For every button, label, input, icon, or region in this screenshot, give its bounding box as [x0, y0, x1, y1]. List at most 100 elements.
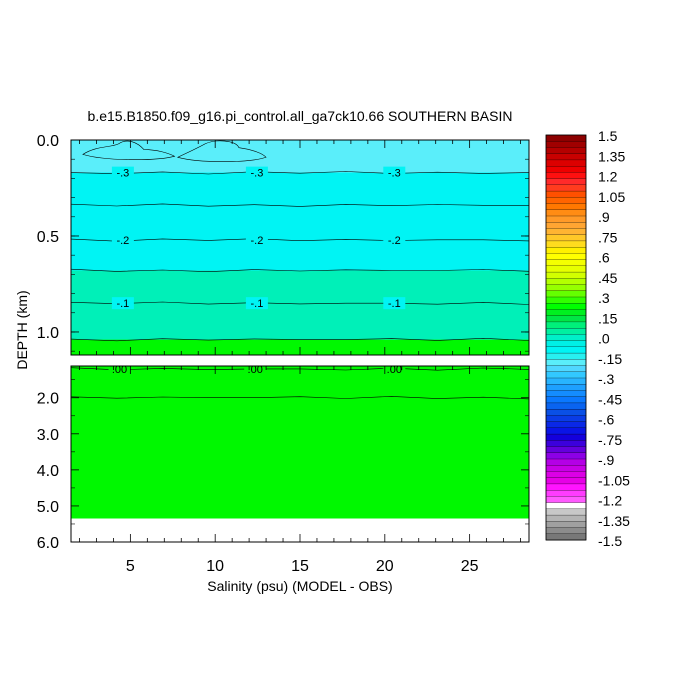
contour-label-4-2: -.1 [388, 298, 401, 310]
colorbar-swatch-37 [545, 365, 587, 373]
colorbar-swatch-1 [545, 141, 587, 148]
contour-line-3 [71, 268, 529, 273]
y-tick-label-upper: 1.0 [37, 325, 59, 342]
contour-label-bg-4-1 [245, 297, 268, 310]
colorbar-label-5: .75 [598, 229, 618, 245]
contour-label-bg-6-1 [244, 366, 267, 375]
colorbar-label-13: -.45 [598, 391, 622, 407]
colorbar-swatch-18 [545, 247, 587, 254]
y-tick-label-lower: 2.0 [37, 391, 59, 408]
contour-label-bg-0-0 [111, 166, 134, 179]
contour-line-7 [71, 396, 529, 400]
colorbar-swatch-6 [545, 172, 587, 180]
colorbar-swatch-15 [545, 228, 587, 236]
colorbar-swatch-63 [545, 527, 587, 535]
colorbar-swatch-48 [545, 433, 587, 441]
colorbar-swatch-12 [545, 209, 587, 217]
colorbar-label-12: -.3 [598, 371, 615, 387]
contour-label-bg-2-2 [383, 233, 406, 246]
colorbar-swatch-54 [545, 471, 587, 479]
colorbar-swatch-58 [545, 496, 587, 504]
colorbar-swatch-53 [545, 465, 587, 472]
colorbar-swatch-2 [545, 147, 587, 155]
contour-label-4-1: -.1 [250, 298, 263, 310]
colorbar-swatch-51 [545, 452, 587, 460]
colorbar-swatch-57 [545, 490, 587, 497]
y-tick-label-lower: 6.0 [37, 535, 59, 552]
y-axis-label: DEPTH (km) [14, 290, 30, 369]
contour-line-5 [71, 337, 529, 342]
contour-label-bg-0-1 [245, 166, 268, 179]
upper-fill: -.3 -.3 -.3 -.2 -.2 -.2 -.1 -.1 -.1 [71, 140, 529, 355]
colorbar-swatch-11 [545, 203, 587, 211]
colorbar-swatch-13 [545, 215, 587, 223]
lower-fill: .00 .00 .00 [71, 364, 529, 542]
colorbar-label-20: -1.5 [598, 533, 622, 549]
upper-panel: -.3 -.3 -.3 -.2 -.2 -.2 -.1 -.1 -.1 0.0 0.5 1.0 [37, 133, 530, 356]
colorbar-swatch-26 [545, 296, 587, 304]
contour-label-bg-2-1 [245, 233, 268, 246]
colorbar-swatch-28 [545, 309, 587, 317]
colorbar-swatch-41 [545, 390, 587, 398]
contour-label-bg-4-2 [383, 297, 406, 310]
colorbar-swatch-55 [545, 477, 587, 485]
colorbar-label-3: 1.05 [598, 189, 625, 205]
colorbar-swatch-5 [545, 166, 587, 173]
colorbar-swatch-36 [545, 359, 587, 366]
colorbar: 1.5 1.35 1.2 1.05 .9 .75 .6 .45 .3 .15 .0 -.15 -.3 -.… [545, 128, 630, 549]
x-tick-label: 25 [461, 558, 479, 575]
colorbar-swatch-23 [545, 278, 587, 285]
colorbar-label-19: -1.35 [598, 513, 630, 529]
contour-label-bg-6-0 [108, 366, 131, 375]
colorbar-label-14: -.6 [598, 412, 615, 428]
colorbar-swatch-19 [545, 253, 587, 261]
contour-line-1 [71, 203, 529, 207]
y-tick-label-lower: 5.0 [37, 499, 59, 516]
colorbar-frame [545, 134, 587, 541]
colorbar-swatch-14 [545, 222, 587, 229]
colorbar-label-1: 1.35 [598, 148, 625, 164]
colorbar-swatch-56 [545, 483, 587, 491]
colorbar-swatch-25 [545, 290, 587, 298]
contour-line-2 [71, 238, 529, 242]
x-tick-label: 10 [206, 558, 224, 575]
colorbar-swatch-30 [545, 321, 587, 329]
colorbar-label-2: 1.2 [598, 169, 618, 185]
colorbar-swatch-16 [545, 234, 587, 242]
x-axis-label: Salinity (psu) (MODEL - OBS) [207, 578, 392, 594]
colorbar-swatch-50 [545, 446, 587, 454]
colorbar-swatch-49 [545, 440, 587, 447]
contour-label-bg-2-0 [111, 233, 134, 246]
colorbar-swatch-7 [545, 178, 587, 186]
colorbar-swatch-33 [545, 340, 587, 348]
contour-label-2-1: -.2 [250, 235, 263, 247]
colorbar-label-10: .0 [598, 331, 610, 347]
fill-band-lower-3 [71, 366, 529, 519]
y-tick-label-lower: 3.0 [37, 427, 59, 444]
chart-title: b.e15.B1850.f09_g16.pi_control.all_ga7ck… [88, 108, 513, 124]
colorbar-label-16: -.9 [598, 452, 615, 468]
x-tick-label: 5 [126, 558, 135, 575]
x-tick-label: 20 [376, 558, 394, 575]
colorbar-swatch-59 [545, 502, 587, 510]
no-data-area [71, 518, 529, 542]
surface-feature-1 [82, 140, 176, 160]
fill-band-mid [71, 172, 529, 271]
colorbar-swatch-38 [545, 371, 587, 379]
colorbar-swatch-34 [545, 346, 587, 354]
colorbar-label-0: 1.5 [598, 128, 618, 144]
colorbar-label-11: -.15 [598, 351, 622, 367]
colorbar-swatch-44 [545, 409, 587, 416]
colorbar-swatch-32 [545, 334, 587, 342]
contour-label-0-1: -.3 [250, 168, 263, 180]
colorbar-swatch-22 [545, 271, 587, 279]
contour-line-4 [71, 301, 529, 305]
contour-label-bg-4-0 [111, 297, 134, 310]
y-tick-label-upper: 0.5 [37, 229, 59, 246]
contour-label-4-0: -.1 [116, 298, 129, 310]
colorbar-label-9: .15 [598, 310, 618, 326]
colorbar-swatch-17 [545, 240, 587, 248]
contour-label-6-0: .00 [112, 364, 127, 376]
colorbar-label-15: -.75 [598, 432, 622, 448]
